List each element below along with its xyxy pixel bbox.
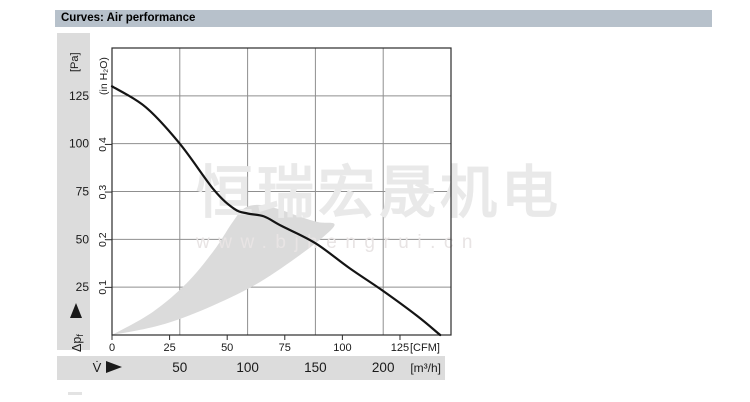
y-axis-unit-pa: [Pa] xyxy=(69,52,81,72)
x-axis-band xyxy=(57,356,445,380)
section-title-bar: Curves: Air performance xyxy=(55,10,712,27)
watermark-text: 恒瑞宏晟机电 xyxy=(196,161,562,225)
operating-range-area xyxy=(112,204,335,335)
m3h-tick-label: 150 xyxy=(304,360,327,375)
pa-tick-label: 25 xyxy=(76,280,90,294)
fan-curve xyxy=(110,85,442,337)
cfm-tick-label: 100 xyxy=(333,342,351,354)
delta-p-axis-arrow-icon xyxy=(70,303,82,318)
y-axis-title-sub: f xyxy=(75,334,86,337)
cfm-tick-label: 0 xyxy=(109,342,115,354)
x-axis-unit-m3h: [m³/h] xyxy=(410,361,441,375)
x-axis-title: V̇ xyxy=(93,360,102,375)
y-axis-unit-inh2o: (in H₂O) xyxy=(98,57,110,95)
pa-tick-label: 50 xyxy=(76,232,90,246)
plot-border xyxy=(111,47,452,336)
page-stray-mark xyxy=(68,392,82,395)
cfm-tick-label: 75 xyxy=(279,342,291,354)
pa-tick-label: 100 xyxy=(69,137,89,151)
y-axis-title-main: Δp xyxy=(70,337,84,352)
watermark-url: www.bjhengrui.cn xyxy=(195,232,481,253)
inh2o-tick-label: 0.4 xyxy=(97,137,109,152)
cfm-tick-label: 50 xyxy=(221,342,233,354)
inh2o-tick-label: 0.3 xyxy=(97,185,109,200)
cfm-tick-label: 25 xyxy=(163,342,175,354)
pa-tick-label: 125 xyxy=(69,89,89,103)
y-axis-title: Δpf xyxy=(70,334,86,352)
m3h-tick-label: 50 xyxy=(172,360,187,375)
flow-axis-arrow-icon xyxy=(106,361,122,373)
cfm-tick-label: 125 xyxy=(391,342,409,354)
inh2o-tick-label: 0.1 xyxy=(97,280,109,295)
y-axis-band xyxy=(57,33,90,350)
inh2o-tick-label: 0.2 xyxy=(97,232,109,247)
m3h-tick-label: 200 xyxy=(372,360,395,375)
axis-ticks xyxy=(106,143,401,340)
pa-tick-label: 75 xyxy=(76,185,90,199)
m3h-tick-label: 100 xyxy=(236,360,259,375)
x-axis-unit-cfm: [CFM] xyxy=(410,342,440,354)
section-title: Curves: Air performance xyxy=(61,12,196,24)
